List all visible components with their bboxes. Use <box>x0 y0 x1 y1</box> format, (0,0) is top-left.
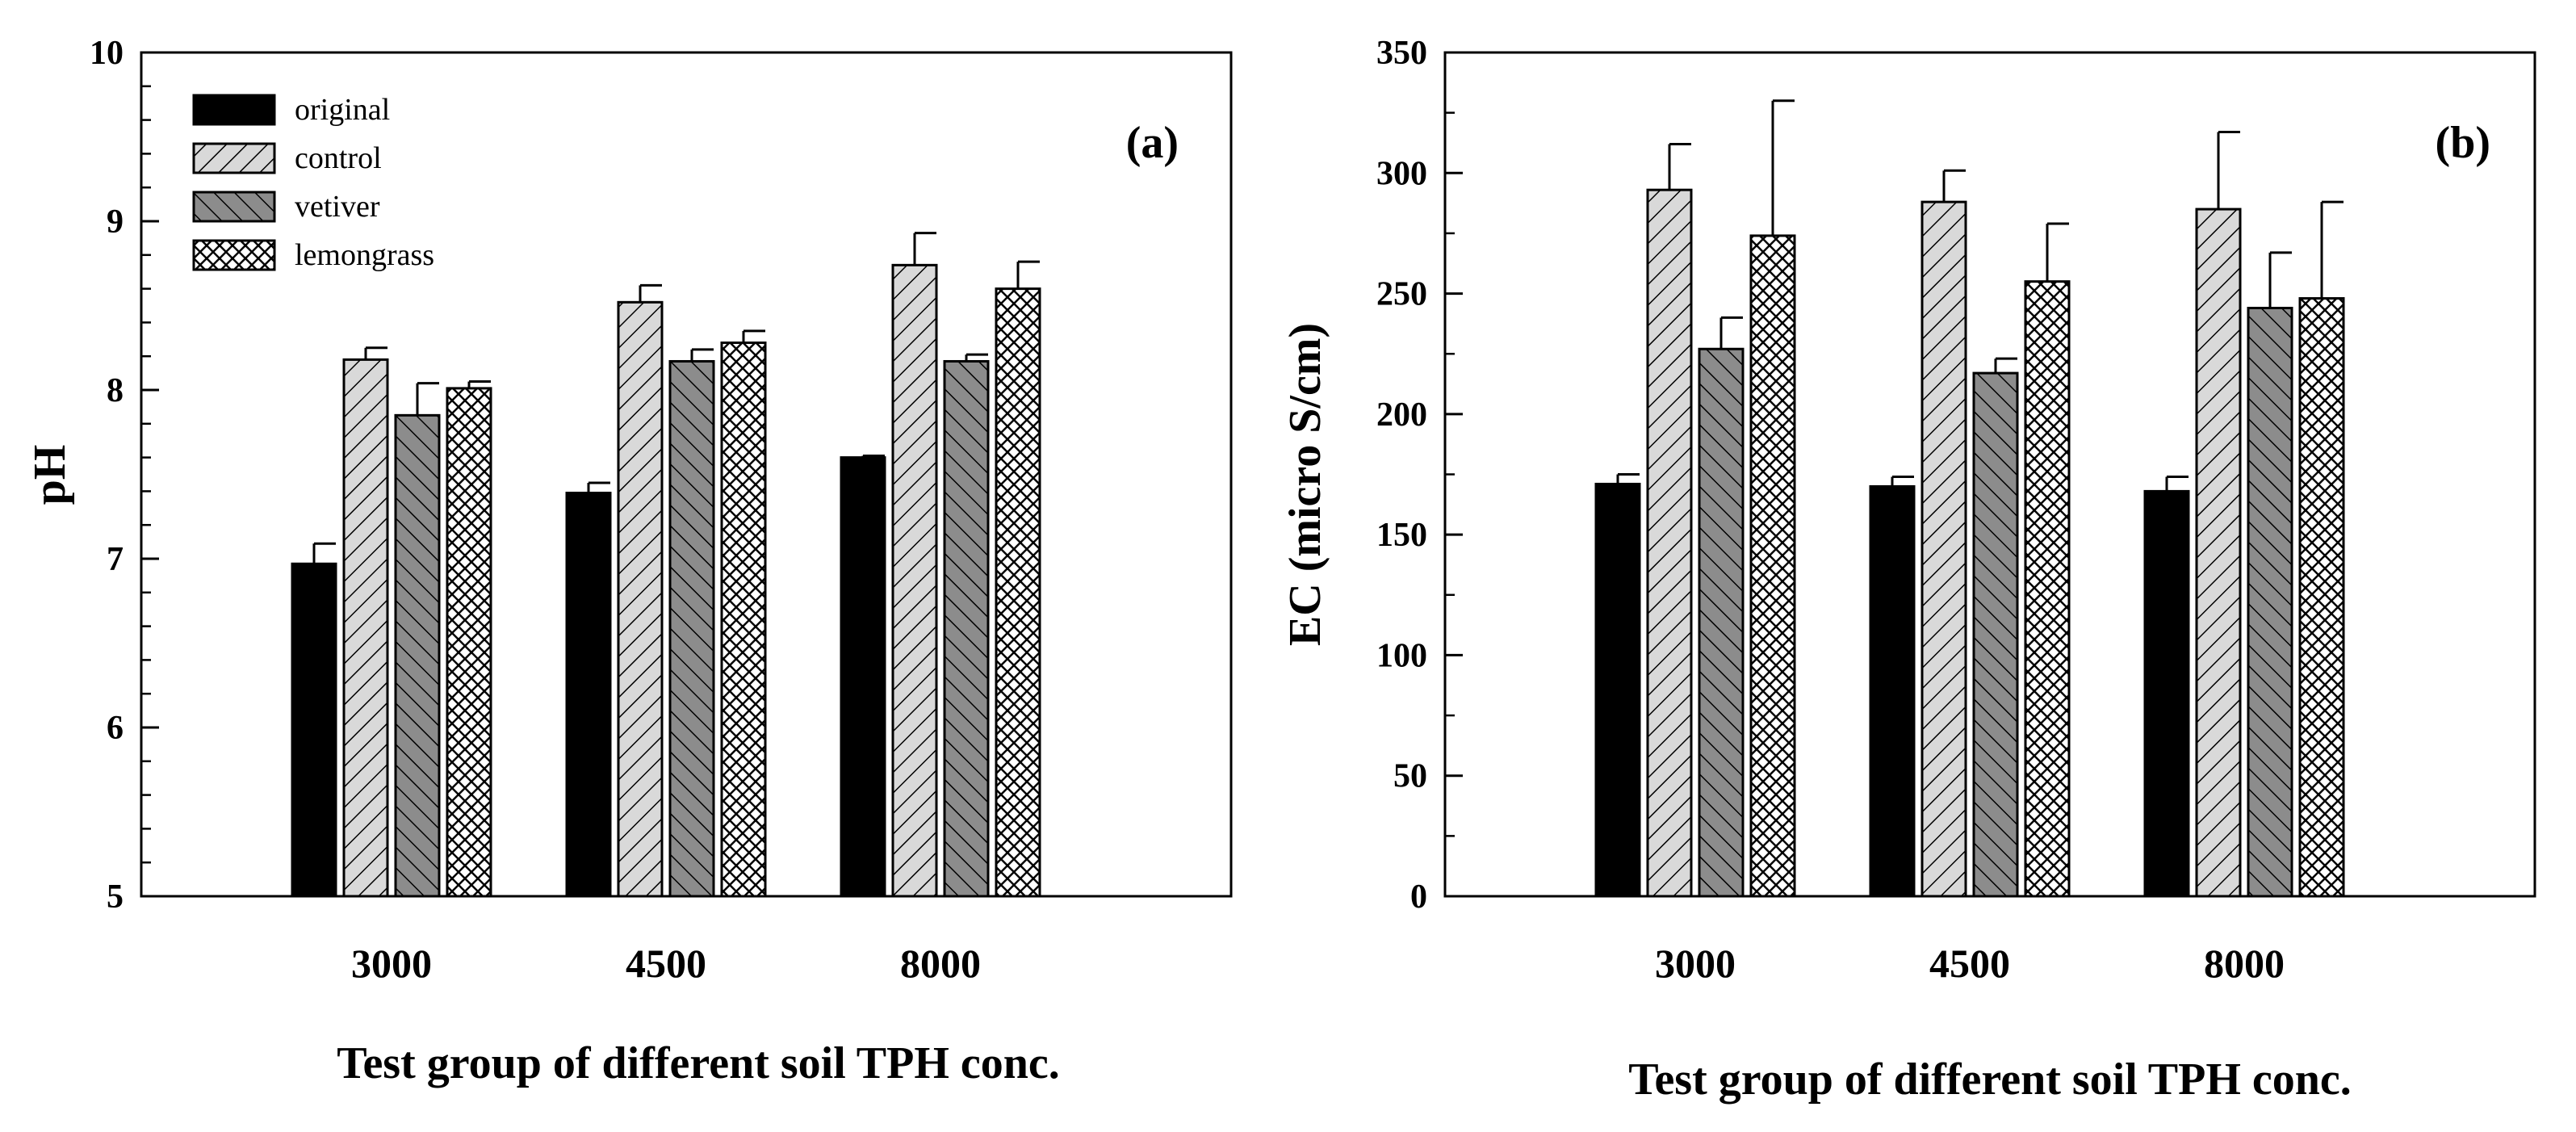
y-tick-label: 9 <box>107 203 124 241</box>
panel-label: (b) <box>2436 118 2490 168</box>
x-tick-label: 8000 <box>900 941 981 986</box>
bar-vetiver <box>1972 371 2019 898</box>
bars <box>1594 99 2345 898</box>
bar-vetiver <box>668 359 715 898</box>
bar-control <box>1920 200 1967 898</box>
x-tick-label: 3000 <box>351 941 432 986</box>
chart-panel-b: 0 50 100 150 200 250 300 350 3000 4500 8000 EC (m… <box>1280 35 2536 1105</box>
x-axis-label: Test group of different soil TPH conc. <box>1628 1054 2352 1105</box>
bar-lemongrass <box>995 287 1041 898</box>
y-tick-label: 5 <box>107 878 124 916</box>
bar-control <box>617 300 664 898</box>
chart-panel-a: 5 6 7 8 9 10 3000 4500 8000 pH Test group of di… <box>25 35 1233 1088</box>
bar-vetiver <box>1698 347 1745 898</box>
y-tick-label: 8 <box>107 372 124 409</box>
y-tick-label: 200 <box>1376 396 1427 434</box>
legend-label: lemongrass <box>295 238 434 272</box>
bar-original <box>2143 489 2190 898</box>
bar-control <box>2195 208 2242 898</box>
y-tick-label: 350 <box>1376 35 1427 72</box>
x-tick-label: 3000 <box>1655 941 1736 986</box>
bar-lemongrass <box>2024 280 2071 898</box>
x-axis-ticks: 3000 4500 8000 <box>351 941 981 986</box>
y-tick-label: 250 <box>1376 276 1427 313</box>
bar-lemongrass <box>720 341 767 898</box>
bar-control <box>342 358 389 898</box>
panel-label: (a) <box>1126 118 1179 168</box>
y-tick-label: 300 <box>1376 155 1427 192</box>
bar-vetiver <box>394 413 441 898</box>
legend-label: control <box>295 141 382 175</box>
y-tick-label: 10 <box>90 35 124 72</box>
legend-label: vetiver <box>295 190 380 224</box>
y-tick-label: 150 <box>1376 517 1427 554</box>
x-tick-label: 4500 <box>1929 941 2010 986</box>
legend-swatch-vetiver <box>192 191 276 223</box>
bar-original <box>291 562 337 898</box>
legend-swatch-control <box>192 142 276 174</box>
bar-lemongrass <box>2298 297 2345 898</box>
y-axis-label: pH <box>25 445 75 505</box>
y-tick-label: 100 <box>1376 637 1427 674</box>
y-axis-label: EC (micro S/cm) <box>1280 323 1330 646</box>
bar-original <box>1869 484 1916 898</box>
bar-control <box>891 263 938 898</box>
x-tick-label: 4500 <box>626 941 706 986</box>
bars <box>291 232 1041 898</box>
y-axis: 0 50 100 150 200 250 300 350 <box>1376 35 1463 916</box>
legend-swatch-original <box>192 94 276 126</box>
legend: original control vetiver lemongrass <box>192 93 434 272</box>
y-tick-label: 0 <box>1410 878 1427 916</box>
bar-original <box>565 491 612 898</box>
y-tick-label: 50 <box>1393 758 1427 795</box>
y-tick-label: 7 <box>107 541 124 578</box>
bar-original <box>1594 482 1641 898</box>
bar-original <box>840 456 886 898</box>
legend-swatch-lemongrass <box>192 239 276 271</box>
y-axis: 5 6 7 8 9 10 <box>90 35 159 916</box>
x-tick-label: 8000 <box>2204 941 2285 986</box>
bar-lemongrass <box>446 387 492 898</box>
y-tick-label: 6 <box>107 710 124 747</box>
legend-label: original <box>295 93 390 127</box>
x-axis-ticks: 3000 4500 8000 <box>1655 941 2285 986</box>
bar-vetiver <box>943 359 990 898</box>
x-axis-label: Test group of different soil TPH conc. <box>337 1038 1060 1088</box>
bar-control <box>1646 188 1693 898</box>
bar-vetiver <box>2247 306 2293 898</box>
bar-lemongrass <box>1749 234 1796 898</box>
